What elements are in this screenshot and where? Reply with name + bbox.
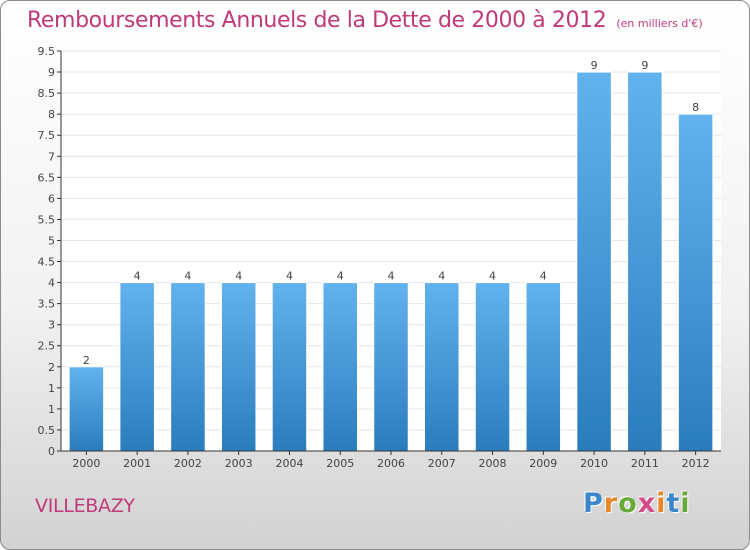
logo-letter: r — [603, 488, 619, 519]
y-tick-label: 0 — [48, 445, 55, 458]
x-tick-label-2010: 2010 — [580, 457, 608, 470]
x-tick-label-2001: 2001 — [123, 457, 151, 470]
data-labels: 2 4 4 4 4 4 4 4 4 4 9 9 8 — [83, 59, 699, 367]
data-label-2010: 9 — [591, 59, 598, 72]
x-tick-label-2006: 2006 — [377, 457, 405, 470]
x-tick-label-2004: 2004 — [275, 457, 303, 470]
data-label-2011: 9 — [641, 59, 648, 72]
y-tick-label: 9.5 — [38, 45, 56, 58]
y-tick-label: 5 — [48, 234, 55, 247]
bar-2011 — [627, 71, 663, 452]
logo-letter: o — [618, 488, 638, 519]
chart-unit: (en milliers d'€) — [616, 17, 703, 30]
y-tick-label: 1 — [48, 382, 55, 395]
data-label-2012: 8 — [692, 101, 699, 114]
y-tick-label: 3 — [48, 319, 55, 332]
y-tick-label: 2.5 — [38, 340, 56, 353]
chart-title-text: Remboursements Annuels de la Dette de 20… — [27, 8, 607, 33]
x-tick-labels: 2000 2001 2002 2003 2004 2005 2006 2007 2008 2009… — [72, 457, 709, 470]
bars — [68, 71, 714, 452]
x-tick-label-2002: 2002 — [174, 457, 202, 470]
data-label-2004: 4 — [286, 270, 293, 283]
bar-2010 — [576, 71, 612, 452]
x-tick-label-2008: 2008 — [479, 457, 507, 470]
y-tick-label: 7.5 — [38, 129, 56, 142]
x-tick-label-2012: 2012 — [682, 457, 710, 470]
y-tick-label: 6 — [48, 192, 55, 205]
y-tick-label: 8.5 — [38, 87, 56, 100]
y-tick-label: 4 — [48, 277, 55, 290]
data-label-2002: 4 — [184, 270, 191, 283]
data-label-2006: 4 — [388, 270, 395, 283]
logo-letter: t — [666, 488, 681, 519]
y-tick-label: 5.5 — [38, 213, 56, 226]
bar-2009 — [525, 282, 562, 452]
bar-2000 — [68, 366, 105, 452]
x-tick-label-2000: 2000 — [72, 457, 100, 470]
y-tick-label: 4.5 — [38, 256, 56, 269]
y-tick-labels: 0 0.5 1 1 2 2.5 3 3.5 4 4.5 5 5.5 6 6.5 7 7.5 8 8.5 9 9.5 — [38, 45, 56, 458]
data-label-2008: 4 — [489, 270, 496, 283]
x-tick-label-2007: 2007 — [428, 457, 456, 470]
logo-letter: P — [583, 488, 604, 519]
y-tick-label: 0.5 — [38, 424, 56, 437]
logo-letter: x — [637, 488, 657, 519]
bar-2005 — [322, 282, 358, 452]
y-tick-label: 1 — [48, 403, 55, 416]
chart-title: Remboursements Annuels de la Dette de 20… — [27, 8, 703, 33]
y-tick-label: 3.5 — [38, 298, 56, 311]
data-label-2000: 2 — [83, 354, 90, 367]
bar-2008 — [474, 282, 511, 452]
y-tick-label: 2 — [48, 361, 55, 374]
y-tick-label: 6.5 — [38, 171, 56, 184]
bar-2004 — [271, 282, 308, 452]
logo-letter: i — [680, 488, 691, 519]
data-label-2005: 4 — [337, 270, 344, 283]
bar-2006 — [373, 282, 409, 452]
y-tick-label: 7 — [48, 150, 55, 163]
data-label-2007: 4 — [438, 270, 445, 283]
axes — [57, 50, 721, 455]
x-tick-label-2003: 2003 — [225, 457, 253, 470]
data-label-2009: 4 — [540, 270, 547, 283]
commune-name: VILLEBAZY — [35, 495, 135, 517]
proxiti-logo: Proxiti — [583, 488, 691, 519]
bar-2003 — [220, 282, 257, 452]
y-tick-label: 9 — [48, 66, 55, 79]
x-tick-label-2011: 2011 — [631, 457, 659, 470]
x-tick-label-2005: 2005 — [326, 457, 354, 470]
bar-2012 — [677, 113, 714, 452]
data-label-2001: 4 — [134, 270, 141, 283]
data-label-2003: 4 — [235, 270, 242, 283]
y-tick-label: 8 — [48, 108, 55, 121]
logo-letter: i — [656, 488, 667, 519]
bar-2001 — [119, 282, 155, 452]
bar-2002 — [170, 282, 206, 452]
x-tick-label-2009: 2009 — [529, 457, 557, 470]
bar-2007 — [424, 282, 460, 452]
